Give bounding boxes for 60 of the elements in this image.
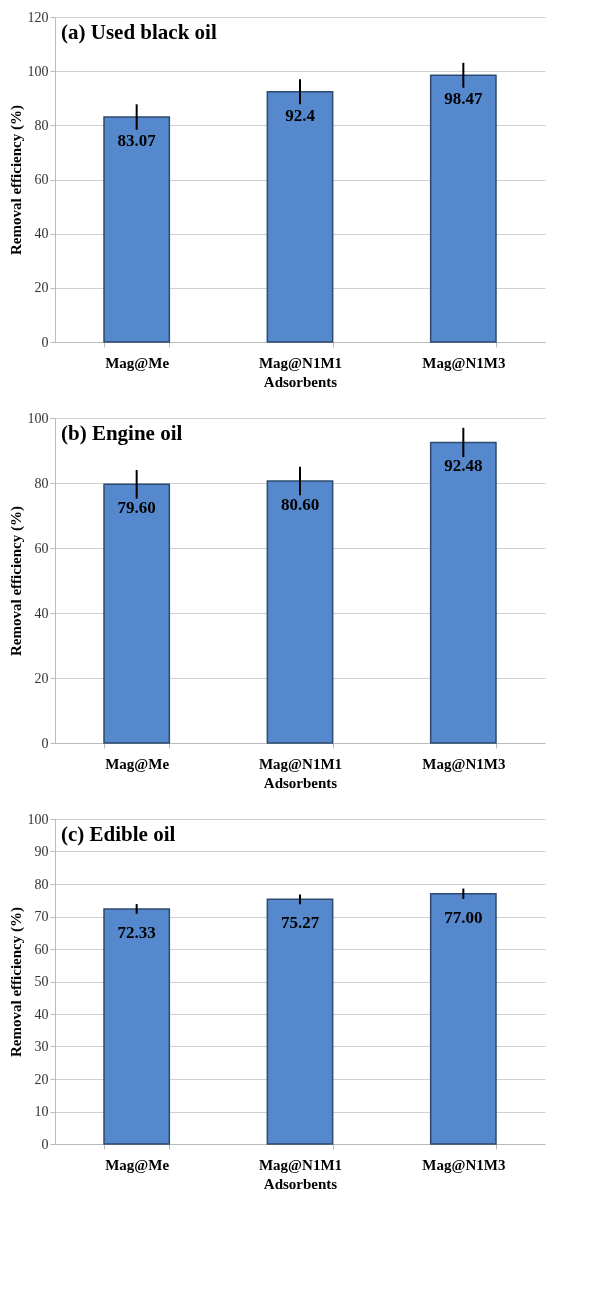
data-label: 92.48 (444, 456, 483, 476)
y-tick-label: 70 (34, 909, 49, 924)
y-axis-title: Removal efficiency (%) (7, 105, 25, 255)
bar (429, 893, 497, 1145)
chart-title: (a) Used black oil (61, 20, 217, 44)
data-label: 77.00 (444, 907, 483, 927)
data-label: 72.33 (117, 922, 156, 942)
y-tick-label: 40 (34, 1006, 49, 1022)
x-tick-label: Mag@N1M3 (422, 354, 506, 371)
y-tick-label: 80 (34, 475, 49, 491)
x-axis-title: Adsorbents (263, 373, 338, 390)
y-tick-label: 100 (27, 811, 49, 827)
y-tick-label: 60 (34, 941, 49, 957)
data-label: 92.4 (285, 105, 316, 125)
x-axis-title: Adsorbents (263, 1175, 338, 1192)
bar (429, 441, 497, 744)
y-tick-label: 0 (41, 334, 49, 350)
bar (103, 908, 171, 1145)
y-tick-label: 90 (34, 844, 49, 859)
y-tick-label: 80 (34, 876, 49, 892)
y-tick-label: 20 (34, 280, 49, 296)
bar (103, 116, 171, 343)
x-tick-label: Mag@Me (105, 755, 170, 772)
bar (266, 480, 334, 744)
bar (266, 898, 334, 1145)
y-tick-label: 60 (34, 172, 49, 187)
y-tick-label: 60 (34, 540, 49, 556)
y-tick-label: 40 (34, 226, 49, 242)
bar (103, 483, 171, 744)
x-tick-label: Mag@Me (105, 1156, 170, 1173)
y-axis-title: Removal efficiency (%) (7, 506, 25, 656)
x-axis-title: Adsorbents (263, 774, 338, 791)
data-label: 79.60 (117, 498, 156, 518)
chart-title: (c) Edible oil (61, 822, 176, 846)
data-label: 83.07 (117, 131, 157, 151)
y-tick-label: 100 (27, 63, 49, 79)
y-tick-label: 0 (41, 1136, 49, 1152)
x-tick-label: Mag@N1M3 (422, 1156, 506, 1173)
y-tick-label: 50 (34, 974, 49, 989)
x-tick-label: Mag@Me (105, 354, 170, 371)
x-tick-label: Mag@N1M1 (258, 755, 343, 772)
y-tick-label: 100 (27, 410, 49, 426)
y-axis-title: Removal efficiency (%) (7, 907, 25, 1057)
y-tick-label: 30 (34, 1039, 49, 1054)
data-label: 75.27 (280, 913, 320, 933)
x-tick-label: Mag@N1M1 (258, 354, 343, 371)
data-label: 80.60 (280, 495, 320, 515)
bar (266, 91, 334, 343)
x-tick-label: Mag@N1M3 (422, 755, 506, 772)
y-tick-label: 20 (34, 1071, 49, 1087)
chart-title: (b) Engine oil (61, 421, 183, 445)
y-tick-label: 0 (41, 735, 49, 751)
y-tick-label: 40 (34, 605, 49, 621)
x-tick-label: Mag@N1M1 (258, 1156, 343, 1173)
y-tick-label: 120 (27, 9, 49, 25)
y-tick-label: 10 (34, 1104, 49, 1119)
y-tick-label: 80 (34, 117, 49, 133)
y-tick-label: 20 (34, 670, 49, 686)
data-label: 98.47 (444, 89, 483, 109)
bar (429, 74, 497, 343)
